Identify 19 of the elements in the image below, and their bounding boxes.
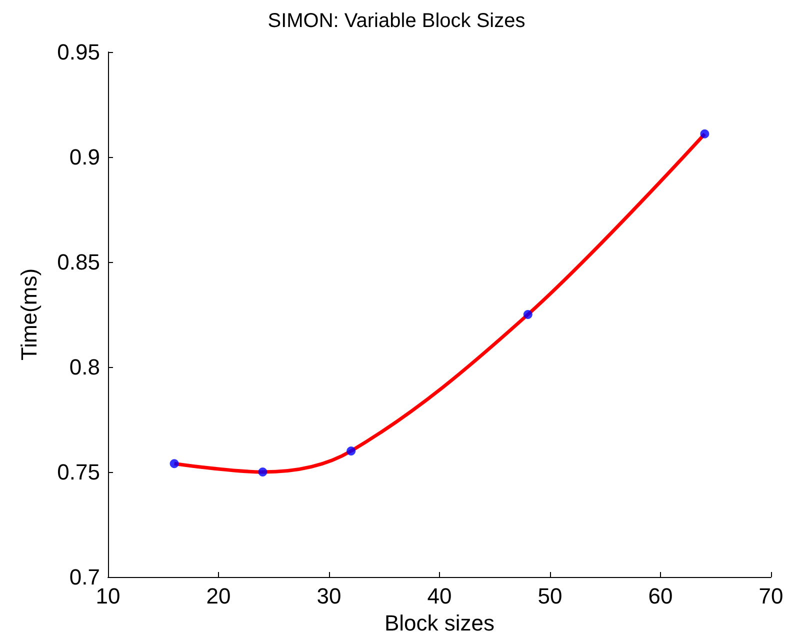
- x-tick-label: 60: [648, 584, 673, 608]
- x-tick-label: 20: [206, 584, 231, 608]
- x-axis-title: Block sizes: [384, 610, 495, 636]
- y-tick-label: 0.95: [57, 40, 100, 64]
- point: [346, 446, 356, 456]
- y-tick-label: 0.8: [69, 354, 100, 380]
- x-tick-label: 30: [316, 584, 342, 608]
- chart-title: SIMON: Variable Block Sizes: [268, 10, 526, 32]
- x-tick-label: 50: [538, 584, 562, 608]
- y-tick-label: 0.9: [69, 144, 100, 170]
- point: [170, 459, 179, 468]
- y-axis-title: Time(ms): [16, 268, 42, 361]
- point: [523, 310, 532, 319]
- y-tick-label: 0.85: [57, 250, 100, 274]
- x-tick-label: 70: [758, 584, 784, 608]
- x-tick-label: 40: [427, 584, 452, 608]
- point: [258, 468, 268, 476]
- point: [700, 129, 710, 138]
- y-tick-label: 0.75: [57, 460, 100, 484]
